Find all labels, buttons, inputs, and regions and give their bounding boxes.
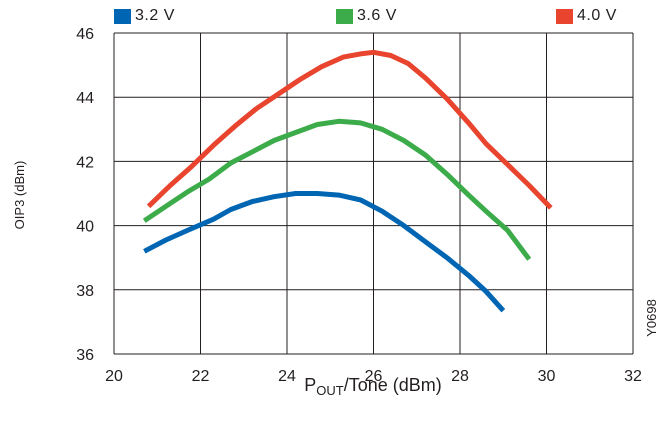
y-tick-label-1: 38 bbox=[76, 283, 94, 300]
y-tick-label-0: 36 bbox=[76, 347, 94, 364]
legend-item-2: 4.0 V bbox=[556, 6, 617, 26]
y-tick-label-4: 44 bbox=[76, 90, 94, 107]
chart-grid bbox=[113, 32, 634, 355]
x-axis-title: POUT/Tone (dBm) bbox=[304, 375, 442, 398]
x-tick-label-2: 24 bbox=[278, 368, 296, 385]
figure-id-label: Y0698 bbox=[644, 299, 659, 337]
series-line-1 bbox=[142, 118, 532, 261]
series-line-0 bbox=[143, 191, 506, 313]
legend-swatch bbox=[336, 8, 353, 24]
chart-series bbox=[142, 49, 553, 313]
legend-item-0: 3.2 V bbox=[114, 6, 175, 26]
y-axis-title: OIP3 (dBm) bbox=[12, 161, 27, 230]
y-tick-label-5: 46 bbox=[76, 26, 94, 43]
series-line-2 bbox=[146, 49, 553, 210]
x-tick-label-0: 20 bbox=[105, 368, 123, 385]
legend-label: 3.2 V bbox=[135, 7, 175, 24]
chart-ticks: 20 22 24 26 28 30 32 36 38 40 42 44 46 bbox=[76, 26, 642, 385]
x-tick-label-6: 32 bbox=[624, 368, 642, 385]
y-tick-label-3: 42 bbox=[76, 154, 94, 171]
x-tick-label-3: 26 bbox=[365, 368, 383, 385]
legend-swatch bbox=[114, 8, 131, 24]
legend-item-1: 3.6 V bbox=[336, 6, 397, 26]
legend-label: 3.6 V bbox=[357, 7, 397, 24]
legend-swatch bbox=[556, 8, 573, 24]
x-tick-label-5: 30 bbox=[538, 368, 556, 385]
x-tick-label-4: 28 bbox=[451, 368, 469, 385]
x-tick-label-1: 22 bbox=[192, 368, 210, 385]
y-tick-label-2: 40 bbox=[76, 219, 94, 236]
legend-label: 4.0 V bbox=[577, 7, 617, 24]
